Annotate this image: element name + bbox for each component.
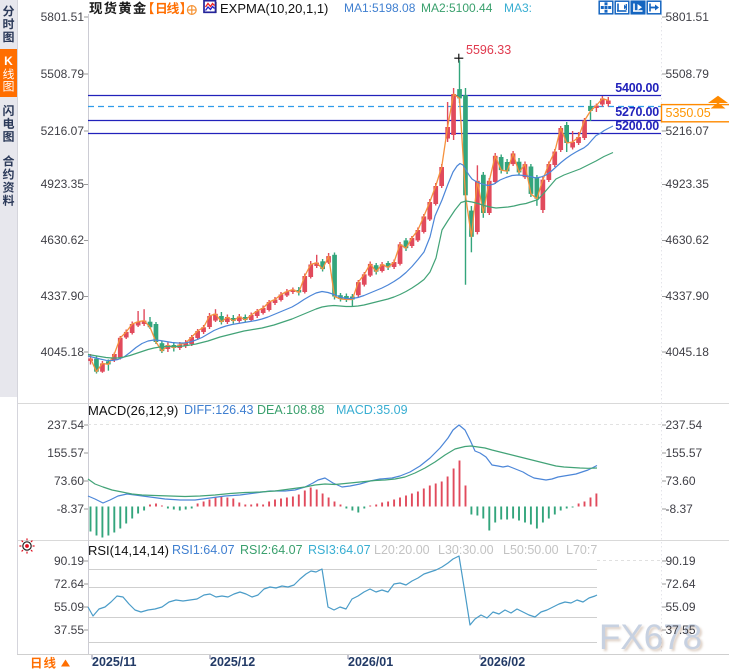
svg-text:K: K (4, 54, 13, 68)
